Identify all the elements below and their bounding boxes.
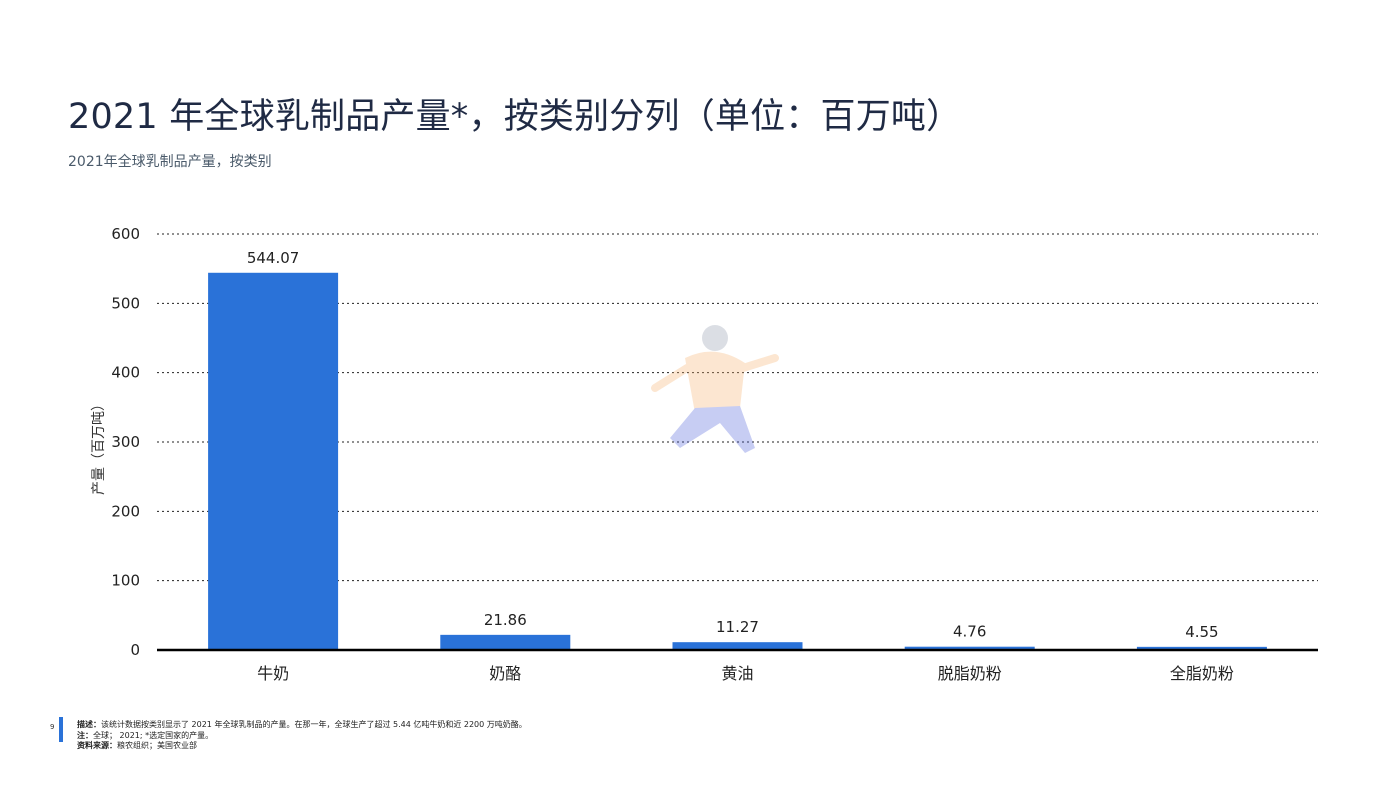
bar-value-label: 4.55 [1185,623,1218,641]
mascot-illustration [651,325,779,453]
y-tick-label: 300 [111,433,140,451]
footer-note: 注：全球； 2021; *选定国家的产量。 [77,730,214,740]
bar [208,272,339,650]
y-tick-label: 200 [111,502,140,520]
y-tick-label: 100 [111,572,140,590]
bar [672,642,803,650]
x-tick-label: 牛奶 [257,664,289,683]
bar-value-label: 544.07 [247,249,300,267]
x-tick-label: 黄油 [721,664,753,683]
bar-value-label: 21.86 [484,611,527,629]
footer-source: 资料来源：粮农组织；美国农业部 [77,741,197,750]
y-axis-label: 产量（百万吨） [91,397,107,495]
page-number: 9 [50,723,55,731]
y-tick-label: 0 [130,641,140,659]
x-tick-label: 脱脂奶粉 [938,664,1002,683]
x-tick-label: 奶酪 [489,664,521,683]
x-tick-label: 全脂奶粉 [1170,664,1234,683]
footer: 9 描述：该统计数据按类别显示了 2021 年全球乳制品的产量。在那一年，全球生… [0,713,1400,763]
y-tick-label: 400 [111,364,140,382]
chart-subtitle: 2021年全球乳制品产量，按类别 [68,154,272,170]
footer-accent-bar [59,717,63,742]
y-tick-label: 600 [111,225,140,243]
footer-description: 描述：该统计数据按类别显示了 2021 年全球乳制品的产量。在那一年，全球生产了… [77,720,527,729]
bar-value-label: 11.27 [716,618,759,636]
bar-chart: 0 100 200 300 400 500 600 产量（百万吨） 544.07 牛奶 21.86 奶… [91,225,1318,683]
footer-notes: 描述：该统计数据按类别显示了 2021 年全球乳制品的产量。在那一年，全球生产了… [77,720,527,752]
y-tick-label: 500 [111,294,140,312]
chart-title: 2021 年全球乳制品产量*，按类别分列（单位：百万吨） [68,97,962,137]
bar [904,646,1035,650]
bar-value-label: 4.76 [953,623,986,641]
bar [1136,646,1267,650]
bar [440,634,571,650]
